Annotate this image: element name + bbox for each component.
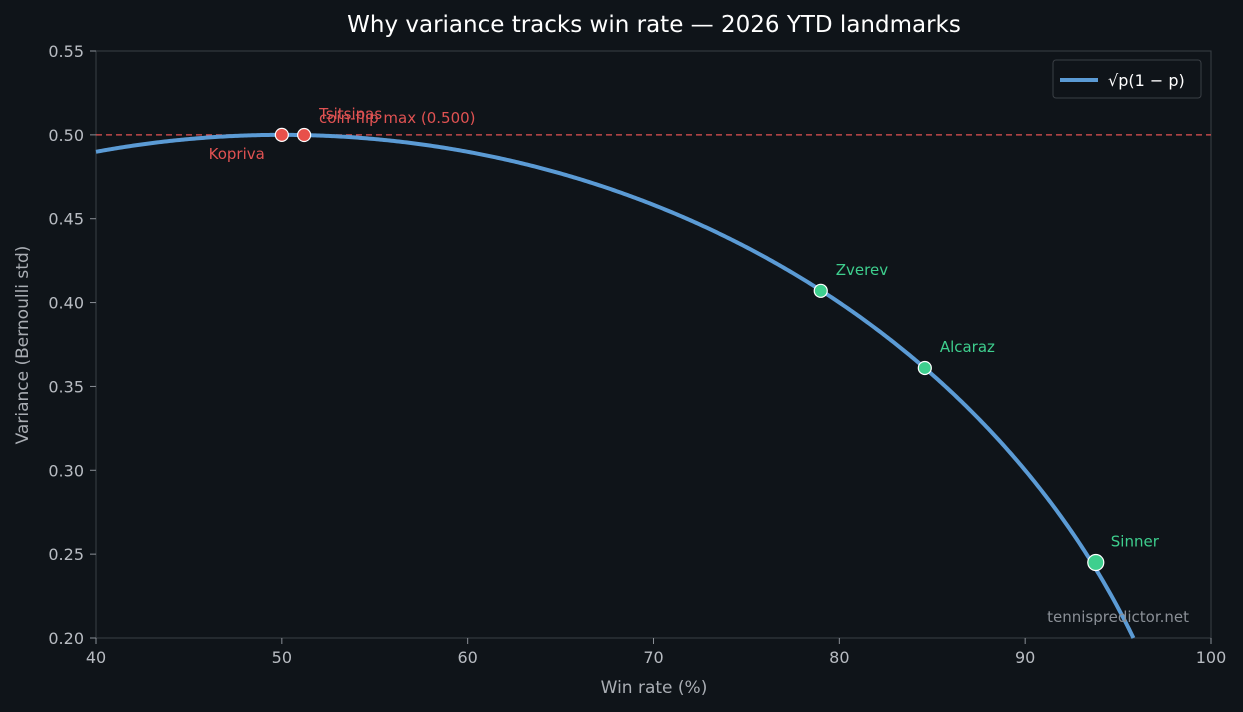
legend-label: √p(1 − p)	[1108, 71, 1185, 90]
y-tick-label: 0.45	[48, 210, 84, 229]
point-label: Alcaraz	[940, 338, 995, 356]
x-tick-label: 60	[457, 648, 477, 667]
y-tick-label: 0.35	[48, 377, 84, 396]
point-sinner	[1087, 553, 1105, 572]
point-tsitsipas	[297, 127, 312, 143]
player-points: Kopriva Tsitsipas Zverev Alcaraz Sinner	[209, 105, 1160, 572]
x-axis-title: Win rate (%)	[601, 678, 708, 698]
x-tick-label: 80	[829, 648, 849, 667]
y-tick-label: 0.20	[48, 629, 84, 648]
y-tick-label: 0.30	[48, 461, 84, 480]
point-label: Tsitsipas	[318, 105, 382, 123]
y-tick-label: 0.55	[48, 42, 84, 61]
legend: √p(1 − p)	[1052, 59, 1202, 99]
y-tick-label: 0.40	[48, 294, 84, 313]
y-tick-label: 0.25	[48, 545, 84, 564]
point-label: Zverev	[836, 261, 888, 279]
reference-line-label: coin-flip max (0.500)	[319, 109, 476, 127]
x-tick-label: 90	[1015, 648, 1035, 667]
y-tick-label: 0.50	[48, 126, 84, 145]
y-axis: 0.20 0.25 0.30 0.35 0.40 0.45 0.50 0.55	[48, 42, 96, 648]
point-zverev	[813, 283, 828, 298]
watermark: tennispredictor.net	[1047, 608, 1189, 626]
x-tick-label: 100	[1196, 648, 1227, 667]
x-tick-label: 70	[643, 648, 663, 667]
point-label: Sinner	[1111, 533, 1160, 551]
chart-title: Why variance tracks win rate — 2026 YTD …	[347, 12, 961, 38]
series-line	[95, 132, 1136, 639]
x-axis: 40 50 60 70 80 90 100	[86, 638, 1226, 667]
point-alcaraz	[917, 360, 932, 376]
point-label: Kopriva	[209, 145, 265, 163]
plot-area	[95, 50, 1212, 639]
x-tick-label: 50	[272, 648, 292, 667]
x-tick-label: 40	[86, 648, 106, 667]
point-kopriva	[274, 127, 289, 142]
legend-box	[1052, 59, 1202, 99]
y-axis-title: Variance (Bernoulli std)	[13, 246, 33, 445]
